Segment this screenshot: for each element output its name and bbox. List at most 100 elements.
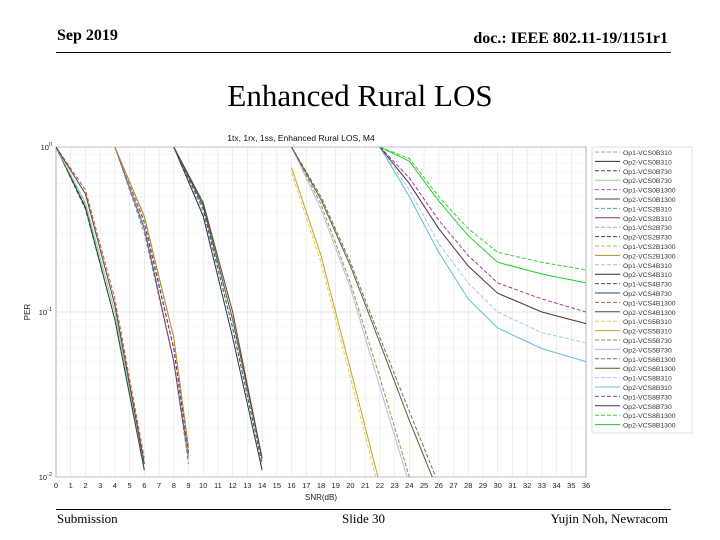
legend-entry: Op1-VCS8B730 — [623, 394, 672, 401]
legend-entry: Op1-VCS2B310 — [623, 206, 672, 213]
series-line — [291, 147, 408, 477]
x-tick-label: 7 — [157, 481, 161, 490]
series-line — [291, 147, 437, 477]
header-date: Sep 2019 — [57, 27, 118, 44]
legend-entry: Op2-VCS5B310 — [623, 329, 672, 336]
series-line — [173, 147, 263, 459]
x-tick-label: 16 — [287, 481, 295, 490]
legend-entry: Op2-VCS0B310 — [623, 159, 672, 166]
legend-entry: Op2-VCS0B1300 — [623, 197, 676, 204]
series-line — [379, 147, 586, 363]
footer-submission: Submission — [57, 511, 118, 526]
x-tick-label: 20 — [346, 481, 354, 490]
series-line — [56, 147, 145, 471]
x-tick-label: 14 — [258, 481, 266, 490]
x-tick-label: 8 — [172, 481, 176, 490]
x-tick-label: 5 — [128, 481, 132, 490]
header-rule — [56, 52, 671, 53]
legend-entry: Op2-VCS4B1300 — [623, 310, 676, 317]
x-axis-label: SNR(dB) — [305, 493, 337, 502]
legend-entry: Op2-VCS4B730 — [623, 291, 672, 298]
x-tick-label: 0 — [54, 481, 58, 490]
series-line — [291, 147, 433, 477]
x-tick-label: 1 — [69, 481, 73, 490]
x-tick-label: 6 — [142, 481, 146, 490]
series-line — [291, 167, 379, 477]
footer-rule — [56, 509, 671, 510]
slide-title: Enhanced Rural LOS — [227, 78, 493, 113]
x-tick-label: 34 — [552, 481, 560, 490]
x-tick-label: 25 — [420, 481, 428, 490]
footer-slide-number: Slide 30 — [342, 511, 385, 526]
x-tick-label: 9 — [186, 481, 190, 490]
x-tick-label: 10 — [199, 481, 207, 490]
legend-entry: Op2-VCS6B1300 — [623, 366, 676, 373]
legend-entry: Op2-VCS5B730 — [623, 347, 672, 354]
legend-entry: Op1-VCS5B310 — [623, 319, 672, 326]
legend-entry: Op1-VCS0B1300 — [623, 188, 676, 195]
legend-entry: Op1-VCS6B1300 — [623, 357, 676, 364]
series-line — [379, 147, 586, 271]
x-tick-label: 23 — [390, 481, 398, 490]
legend-entry: Op1-VCS2B1300 — [623, 244, 676, 251]
legend-entry: Op2-VCS8B730 — [623, 404, 672, 411]
x-tick-label: 36 — [582, 481, 590, 490]
y-tick-label: 100 — [41, 142, 52, 152]
x-tick-label: 17 — [302, 481, 310, 490]
legend-entry: Op1-VCS4B310 — [623, 263, 672, 270]
footer-author: Yujin Noh, Newracom — [550, 511, 668, 526]
x-tick-label: 15 — [273, 481, 281, 490]
y-tick-label: 10-2 — [39, 472, 52, 482]
x-tick-label: 28 — [464, 481, 472, 490]
x-tick-label: 30 — [493, 481, 501, 490]
legend-entry: Op2-VCS0B730 — [623, 178, 672, 185]
x-tick-label: 33 — [538, 481, 546, 490]
series-line — [114, 147, 189, 453]
x-tick-label: 12 — [228, 481, 236, 490]
per-chart: 0 1 2 3 4 5 6 7 8 9 10 11 12 13 14 15 16 17 18 19 20 21 22 23 24… — [23, 133, 693, 502]
series-line — [56, 147, 145, 465]
legend-entry: Op1-VCS5B730 — [623, 338, 672, 345]
legend-entry: Op2-VCS2B1300 — [623, 253, 676, 260]
series-line — [291, 172, 377, 477]
header-doc-number: doc.: IEEE 802.11-19/1151r1 — [473, 30, 668, 47]
x-tick-label: 13 — [243, 481, 251, 490]
legend-entry: Op1-VCS8B1300 — [623, 413, 676, 420]
chart-title: 1tx, 1rx, 1ss, Enhanced Rural LOS, M4 — [227, 133, 375, 143]
x-tick-label: 21 — [361, 481, 369, 490]
y-axis-label: PER — [23, 304, 32, 321]
legend-entry: Op1-VCS4B1300 — [623, 300, 676, 307]
series-line — [56, 147, 145, 459]
x-tick-label: 22 — [376, 481, 384, 490]
x-tick-label: 19 — [332, 481, 340, 490]
series-line — [114, 147, 189, 449]
series-line — [173, 147, 263, 471]
series-line — [379, 147, 586, 344]
x-tick-label: 35 — [567, 481, 575, 490]
legend-entry: Op2-VCS8B310 — [623, 385, 672, 392]
x-tick-label: 32 — [523, 481, 531, 490]
legend-entry: Op2-VCS2B730 — [623, 235, 672, 242]
legend-entry: Op1-VCS2B730 — [623, 225, 672, 232]
x-tick-label: 24 — [405, 481, 413, 490]
x-tick-label: 27 — [449, 481, 457, 490]
x-tick-label: 3 — [98, 481, 102, 490]
x-tick-label: 4 — [113, 481, 117, 490]
legend-entry: Op2-VCS8B1300 — [623, 423, 676, 430]
legend-entry: Op1-VCS0B310 — [623, 150, 672, 157]
legend-entry: Op1-VCS0B730 — [623, 169, 672, 176]
x-tick-label: 2 — [83, 481, 87, 490]
x-tick-label: 18 — [317, 481, 325, 490]
series-group — [56, 147, 586, 477]
series-line — [379, 147, 586, 284]
x-tick-label: 31 — [508, 481, 516, 490]
legend-entry: Op1-VCS8B310 — [623, 376, 672, 383]
series-line — [56, 147, 145, 465]
legend-entry: Op1-VCS4B730 — [623, 282, 672, 289]
legend-entry: Op2-VCS2B310 — [623, 216, 672, 223]
series-line — [291, 147, 410, 477]
series-line — [379, 147, 586, 325]
series-line — [173, 147, 263, 465]
y-tick-label: 10-1 — [39, 307, 52, 317]
legend-entry: Op2-VCS4B310 — [623, 272, 672, 279]
